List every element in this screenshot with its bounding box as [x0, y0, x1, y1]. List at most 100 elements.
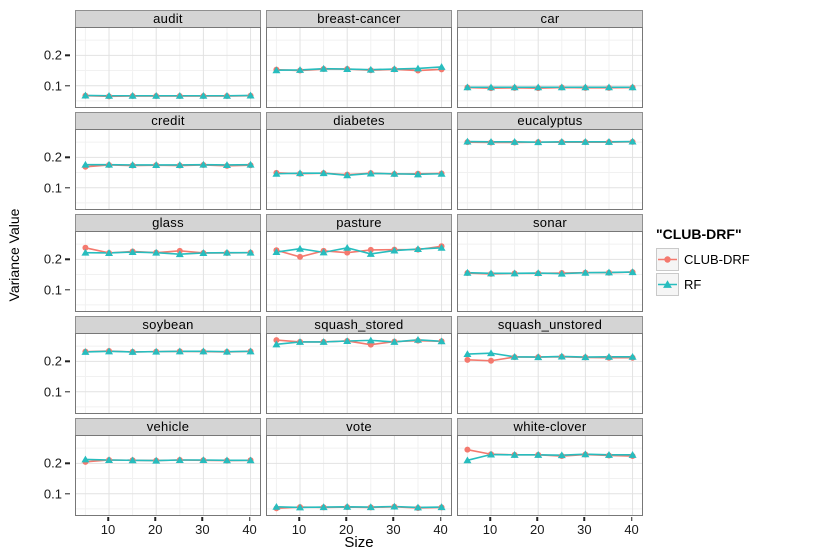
x-tick-mark — [107, 517, 109, 521]
x-tick-label: 30 — [386, 522, 401, 537]
x-tick-mark — [201, 517, 204, 521]
facet-strip: sonar — [457, 214, 643, 231]
facet-vehicle: vehicle — [75, 418, 261, 516]
x-axis-ticks-col-1: 10 20 30 40 — [266, 517, 452, 537]
x-tick-mark — [392, 517, 395, 521]
y-tick-label: 0.1 — [43, 486, 62, 502]
facet-panel-white-clover — [457, 435, 643, 516]
x-axis-spacer — [24, 520, 70, 536]
x-axis-ticks-col-2: 10 20 30 40 — [457, 517, 643, 537]
x-tick-mark — [583, 517, 586, 521]
facet-panel-credit — [75, 129, 261, 210]
y-tick-label: 0.2 — [43, 149, 62, 165]
facet-strip: diabetes — [266, 112, 452, 129]
x-tick-mark — [298, 517, 300, 521]
facet-pasture: pasture — [266, 214, 452, 312]
x-tick-label: 20 — [147, 522, 163, 537]
y-tick-mark — [65, 462, 70, 465]
x-tick-mark — [345, 517, 347, 521]
facet-panel-squash_unstored — [457, 333, 643, 414]
x-tick-label: 10 — [100, 522, 116, 537]
facet-panel-pasture — [266, 231, 452, 312]
facet-credit: credit — [75, 112, 261, 210]
x-tick-mark — [154, 517, 156, 521]
facet-strip: squash_unstored — [457, 316, 643, 333]
facet-vote: vote — [266, 418, 452, 516]
x-axis-title: Size — [344, 534, 374, 551]
y-tick-mark — [65, 156, 70, 159]
facet-diabetes: diabetes — [266, 112, 452, 210]
x-tick-mark — [248, 517, 251, 521]
facet-strip: breast-cancer — [266, 10, 452, 27]
y-tick-mark — [65, 187, 70, 189]
legend-label: CLUB-DRF — [684, 252, 750, 267]
y-tick-mark — [65, 54, 70, 57]
facet-grid: 0.1 0.2 audit breast-cancer car 0.1 0.2 credit d… — [24, 10, 643, 537]
y-tick-mark — [65, 85, 70, 87]
x-tick-mark — [536, 517, 538, 521]
y-tick-label: 0.2 — [43, 251, 62, 267]
y-tick-label: 0.2 — [43, 455, 62, 471]
y-axis-ticks-row-3: 0.1 0.2 — [24, 316, 70, 414]
facet-strip: eucalyptus — [457, 112, 643, 129]
x-tick-mark — [489, 517, 491, 521]
x-tick-label: 30 — [577, 522, 592, 537]
facet-panel-diabetes — [266, 129, 452, 210]
facet-panel-soybean — [75, 333, 261, 414]
club-drf-line-circle-icon — [656, 248, 679, 271]
y-tick-label: 0.2 — [43, 47, 62, 63]
facet-panel-vehicle — [75, 435, 261, 516]
facet-strip: vehicle — [75, 418, 261, 435]
x-tick-label: 30 — [195, 522, 210, 537]
facet-panel-vote — [266, 435, 452, 516]
facet-strip: soybean — [75, 316, 261, 333]
facet-panel-audit — [75, 27, 261, 108]
x-tick-label: 40 — [624, 522, 639, 537]
facet-panel-squash_stored — [266, 333, 452, 414]
facet-sonar: sonar — [457, 214, 643, 312]
facet-panel-eucalyptus — [457, 129, 643, 210]
facet-strip: squash_stored — [266, 316, 452, 333]
facet-audit: audit — [75, 10, 261, 108]
legend-title: "CLUB-DRF" — [656, 226, 742, 242]
facet-glass: glass — [75, 214, 261, 312]
x-tick-label: 20 — [338, 522, 354, 537]
triangle-marker-icon — [658, 280, 677, 288]
x-tick-label: 40 — [242, 522, 257, 537]
x-tick-mark — [630, 517, 633, 521]
facet-strip: glass — [75, 214, 261, 231]
x-tick-label: 20 — [529, 522, 545, 537]
y-tick-label: 0.1 — [43, 180, 62, 196]
legend-item-rf: RF — [656, 273, 750, 296]
facet-white-clover: white-clover — [457, 418, 643, 516]
facet-panel-breast-cancer — [266, 27, 452, 108]
x-tick-mark — [439, 517, 442, 521]
y-axis-title: Variance Value — [6, 208, 22, 302]
facet-soybean: soybean — [75, 316, 261, 414]
y-axis-ticks-row-4: 0.1 0.2 — [24, 418, 70, 516]
y-axis-ticks-row-2: 0.1 0.2 — [24, 214, 70, 312]
facet-strip: car — [457, 10, 643, 27]
facet-breast-cancer: breast-cancer — [266, 10, 452, 108]
facet-panel-sonar — [457, 231, 643, 312]
legend: "CLUB-DRF" CLUB-DRF RF — [656, 226, 750, 298]
facet-squash_stored: squash_stored — [266, 316, 452, 414]
facet-panel-glass — [75, 231, 261, 312]
y-tick-label: 0.1 — [43, 78, 62, 94]
y-axis-ticks-row-0: 0.1 0.2 — [24, 10, 70, 108]
y-tick-label: 0.2 — [43, 353, 62, 369]
facet-strip: white-clover — [457, 418, 643, 435]
facet-squash_unstored: squash_unstored — [457, 316, 643, 414]
facet-strip: audit — [75, 10, 261, 27]
y-tick-mark — [65, 258, 70, 261]
facet-panel-car — [457, 27, 643, 108]
facet-car: car — [457, 10, 643, 108]
y-axis-ticks-row-1: 0.1 0.2 — [24, 112, 70, 210]
rf-line-triangle-icon — [656, 273, 679, 296]
legend-label: RF — [684, 277, 702, 292]
y-tick-mark — [65, 391, 70, 393]
y-tick-mark — [65, 493, 70, 495]
facet-strip: credit — [75, 112, 261, 129]
x-tick-label: 10 — [291, 522, 307, 537]
